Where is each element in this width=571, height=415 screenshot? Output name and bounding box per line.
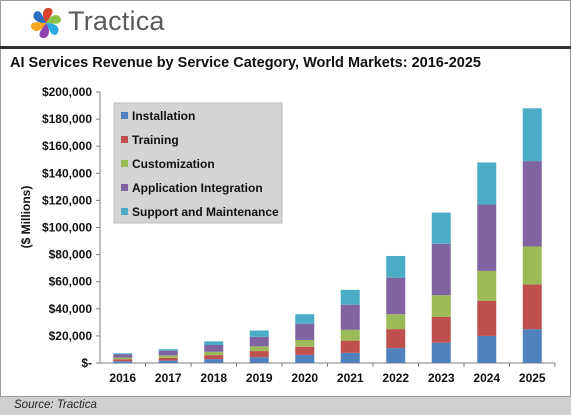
bar-segment	[340, 329, 360, 341]
bar-segment	[340, 340, 360, 353]
bar-segment	[386, 329, 406, 349]
bar-segment	[477, 270, 497, 301]
bar-segment	[386, 277, 406, 315]
x-tick-label: 2022	[382, 371, 409, 385]
bar-segment	[431, 342, 451, 363]
logo-petal	[43, 7, 53, 23]
logo-petal	[33, 11, 46, 24]
bar-segment	[295, 354, 315, 363]
source-bar: Source: Tractica	[0, 396, 571, 415]
bar-segment	[249, 357, 269, 363]
bar-segment	[158, 355, 178, 358]
x-tick-label: 2023	[428, 371, 455, 385]
legend-label: Support and Maintenance	[132, 205, 279, 219]
y-tick-label: $20,000	[49, 329, 93, 343]
y-tick-label: $120,000	[42, 193, 92, 207]
bar-segment	[249, 351, 269, 358]
y-tick-label: $200,000	[42, 85, 92, 99]
bar-segment	[295, 346, 315, 355]
x-tick-label: 2018	[200, 371, 227, 385]
bar-segment	[522, 161, 542, 247]
bar-segment	[340, 304, 360, 330]
bar-segment	[477, 300, 497, 336]
legend-swatch	[121, 136, 128, 143]
y-tick-label: $140,000	[42, 166, 92, 180]
legend-swatch	[121, 208, 128, 215]
legend-box	[113, 102, 283, 224]
bar-segment	[477, 162, 497, 205]
bar-segment	[431, 316, 451, 343]
bar-segment	[204, 341, 224, 345]
legend-label: Customization	[132, 157, 215, 171]
x-tick-label: 2021	[337, 371, 364, 385]
bar-segment	[113, 361, 133, 363]
logo-petal	[31, 22, 46, 31]
bar-segment	[158, 350, 178, 356]
bar-segment	[477, 335, 497, 363]
bar-segment	[113, 359, 133, 362]
bar-segment	[295, 339, 315, 347]
brand-name: Tractica	[68, 6, 165, 36]
bar-segment	[431, 212, 451, 244]
bar-segment	[522, 284, 542, 330]
source-text: Source: Tractica	[14, 399, 97, 411]
legend-label: Training	[132, 133, 179, 147]
x-tick-label: 2019	[246, 371, 273, 385]
bar-segment	[113, 353, 133, 355]
y-tick-label: $180,000	[42, 112, 92, 126]
bar-segment	[204, 359, 224, 363]
bar-segment	[386, 348, 406, 363]
y-tick-label: $40,000	[49, 302, 93, 316]
y-tick-label: $60,000	[49, 275, 93, 289]
tractica-logo-icon	[31, 7, 61, 39]
bar-segment	[340, 289, 360, 305]
legend-swatch	[121, 112, 128, 119]
legend-label: Application Integration	[132, 181, 263, 195]
x-tick-label: 2016	[109, 371, 136, 385]
x-tick-label: 2017	[155, 371, 182, 385]
logo-petal	[46, 15, 61, 24]
bar-segment	[158, 357, 178, 361]
bar-segment	[249, 330, 269, 337]
y-tick-label: $100,000	[42, 221, 92, 235]
y-tick-label: $-	[81, 356, 92, 370]
bar-segment	[158, 349, 178, 351]
bar-segment	[477, 204, 497, 271]
x-tick-label: 2020	[291, 371, 318, 385]
x-tick-label: 2024	[473, 371, 500, 385]
bar-segment	[431, 243, 451, 296]
chart-title: AI Services Revenue by Service Category,…	[10, 55, 481, 71]
bar-segment	[249, 346, 269, 352]
bar-segment	[340, 352, 360, 363]
y-tick-label: $80,000	[49, 248, 93, 262]
y-tick-label: $160,000	[42, 139, 92, 153]
bar-segment	[386, 255, 406, 278]
bar-segment	[158, 360, 178, 363]
bar-segment	[204, 344, 224, 352]
x-tick-label: 2025	[519, 371, 546, 385]
bar-segment	[431, 295, 451, 317]
bar-segment	[113, 357, 133, 360]
bar-segment	[522, 246, 542, 285]
logo-petal	[39, 23, 49, 39]
bar-segment	[249, 336, 269, 347]
bar-segment	[113, 354, 133, 358]
bar-segment	[295, 314, 315, 324]
header: Tractica	[0, 0, 571, 46]
bar-segment	[522, 329, 542, 363]
bar-segment	[386, 314, 406, 330]
bar-segment	[295, 323, 315, 340]
legend-label: Installation	[132, 109, 195, 123]
bar-segment	[522, 108, 542, 162]
legend-swatch	[121, 184, 128, 191]
bar-segment	[204, 355, 224, 360]
header-rule	[0, 46, 571, 49]
legend-swatch	[121, 160, 128, 167]
bar-segment	[204, 351, 224, 356]
logo-petal	[46, 22, 59, 35]
